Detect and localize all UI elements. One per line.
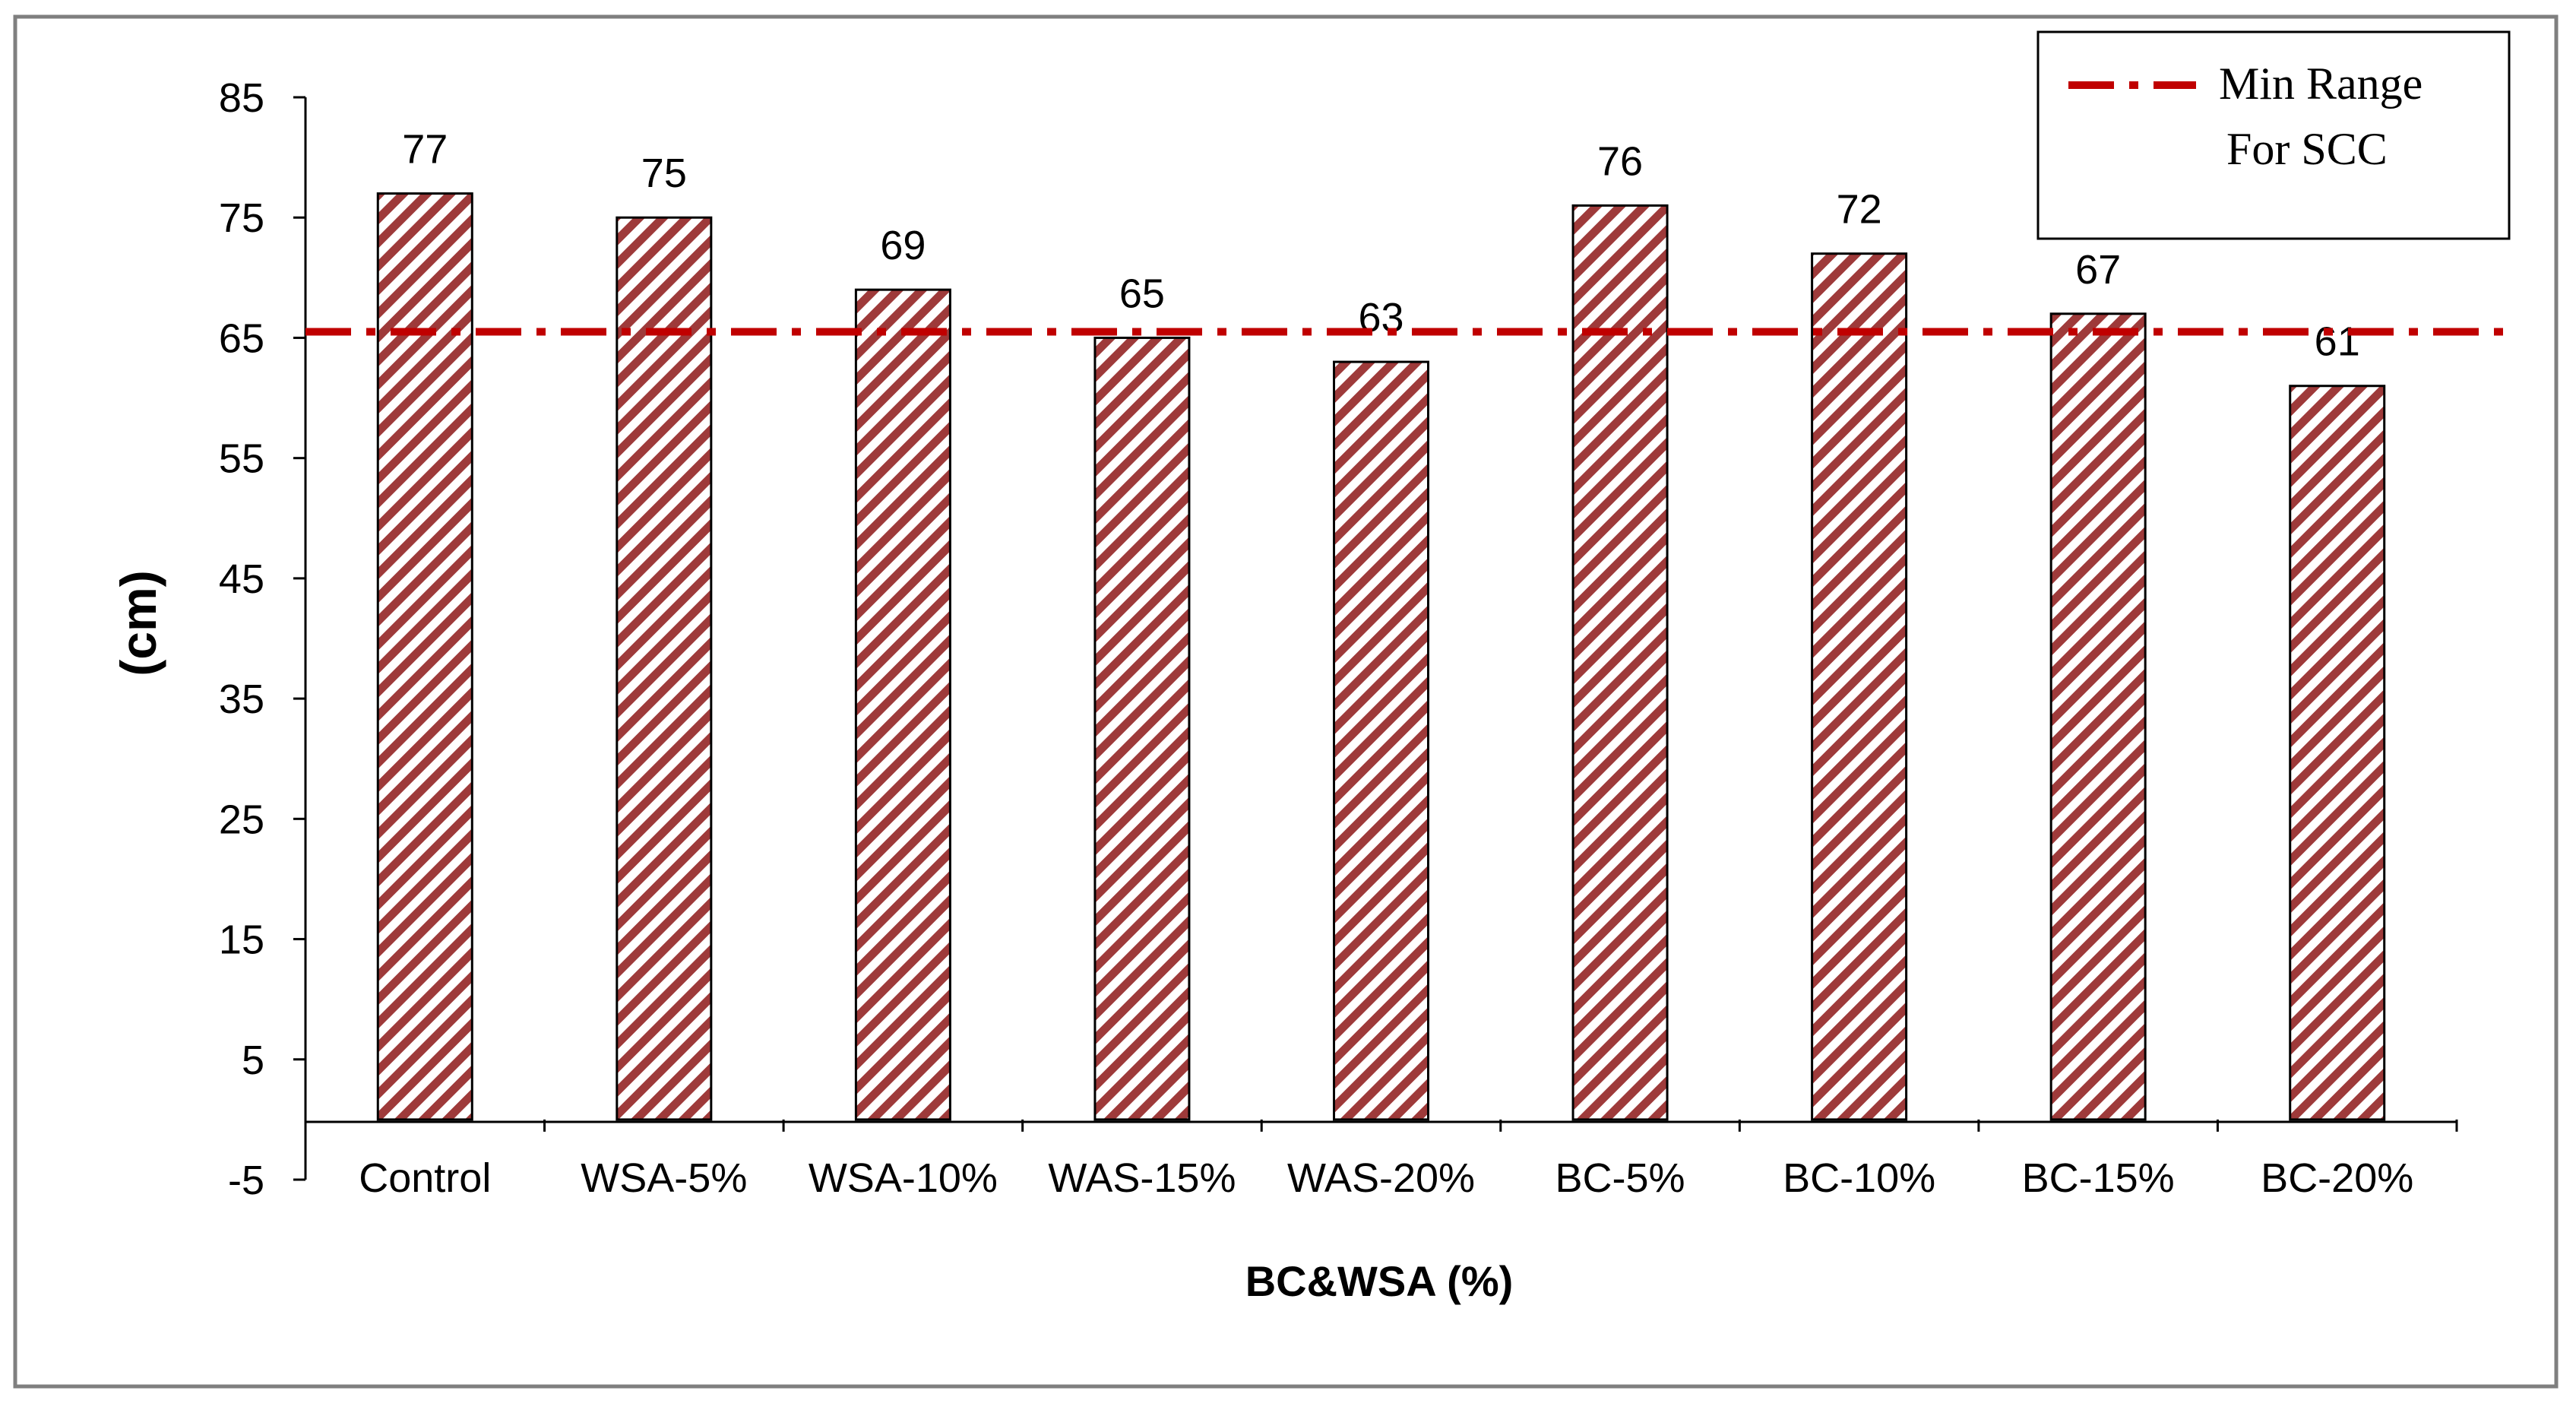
legend: Min Range For SCC	[2036, 30, 2511, 240]
bar	[376, 192, 473, 1121]
bar-value-label: 61	[2315, 319, 2360, 365]
x-axis-ticks	[304, 1119, 2458, 1132]
y-tick-label: 85	[219, 75, 264, 121]
y-tick-label: 35	[219, 676, 264, 722]
x-tick-label: WAS-15%	[1048, 1155, 1236, 1201]
bar-value-label: 75	[641, 150, 687, 196]
x-tick-label: WAS-20%	[1287, 1155, 1475, 1201]
legend-label-line1: Min Range	[2219, 59, 2423, 109]
bar	[2049, 312, 2147, 1121]
x-tick-label: WSA-5%	[581, 1155, 747, 1201]
y-tick-label: 25	[219, 797, 264, 842]
x-tick-label: WSA-10%	[809, 1155, 998, 1201]
bar	[2289, 385, 2386, 1121]
y-tick-label: 55	[219, 436, 264, 482]
legend-label-line2: For SCC	[2226, 124, 2388, 174]
bar-series	[376, 192, 2386, 1121]
bar	[854, 288, 951, 1121]
y-tick-label: 65	[219, 315, 264, 361]
bar-value-label: 67	[2075, 247, 2121, 293]
bar-value-label: 72	[1837, 187, 1882, 233]
bar	[616, 216, 713, 1121]
bar-value-label: 65	[1119, 271, 1165, 316]
bar	[1333, 360, 1429, 1121]
x-tick-label: BC-20%	[2261, 1155, 2413, 1201]
x-tick-labels: Control WSA-5% WSA-10% WAS-15% WAS-20% BC-5% B…	[359, 1155, 2413, 1201]
y-tick-label: 75	[219, 195, 264, 241]
x-tick-label: BC-5%	[1555, 1155, 1685, 1201]
y-tick-label: -5	[228, 1158, 264, 1203]
bar	[1571, 204, 1669, 1121]
legend-box	[2036, 30, 2511, 240]
bar	[1811, 252, 1908, 1121]
bar-value-label: 69	[880, 223, 926, 268]
x-axis-title: BC&WSA (%)	[1245, 1257, 1514, 1305]
x-tick-label: BC-15%	[2022, 1155, 2175, 1201]
y-tick-label: 5	[242, 1038, 264, 1083]
y-tick-label: 15	[219, 917, 264, 963]
y-axis-title: (cm)	[110, 570, 166, 676]
y-tick-label: 45	[219, 556, 264, 602]
x-tick-label: BC-10%	[1783, 1155, 1935, 1201]
bar	[1093, 336, 1191, 1121]
bar-value-label: 77	[402, 127, 448, 173]
bar-value-label: 76	[1597, 138, 1643, 184]
y-axis-ticks: -5 5 15 25 35 45 55 65 75 85	[219, 75, 305, 1203]
x-tick-label: Control	[359, 1155, 491, 1201]
